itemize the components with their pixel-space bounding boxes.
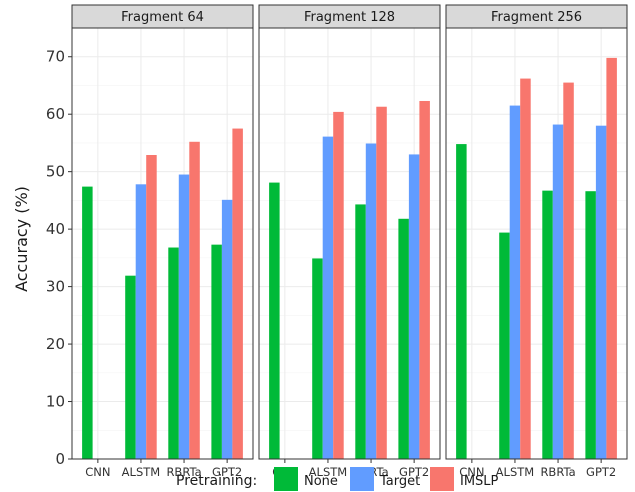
y-tick-label: 40	[46, 220, 65, 238]
bar-none	[398, 218, 409, 459]
x-tick-label: ALSTM	[496, 465, 535, 479]
legend-key-target	[350, 467, 374, 491]
y-axis: 0 10 20 30 40 50 60 70	[46, 48, 72, 468]
facet-panel: Fragment 64 CNN ALSTM RBRTa GPT2	[71, 4, 254, 479]
bar-none	[82, 186, 93, 459]
bar-imslp	[189, 141, 200, 459]
x-tick-label: RBRTa	[166, 465, 201, 479]
bar-target	[595, 125, 607, 460]
bar-none	[355, 204, 366, 459]
y-tick-label: 50	[46, 163, 65, 181]
facet-title: Fragment 256	[491, 10, 582, 25]
bar-none	[499, 232, 510, 459]
bar-imslp	[563, 82, 574, 460]
x-tick-label: RBRTa	[540, 465, 575, 479]
legend-label-none: None	[304, 474, 338, 489]
facet-panel: Fragment 128CNNALSTMRBRTaGPT2	[258, 4, 441, 479]
y-tick-label: 0	[55, 450, 65, 468]
panel-border	[258, 27, 441, 460]
x-tick-label: CNN	[459, 465, 484, 479]
bar-none	[542, 190, 553, 459]
bar-none	[168, 247, 179, 459]
bar-none	[312, 258, 323, 459]
bar-target	[221, 199, 233, 460]
y-tick-label: 60	[46, 105, 65, 123]
legend: Pretraining: None Target IMSLP	[176, 467, 499, 491]
legend-label-imslp: IMSLP	[460, 474, 499, 489]
bar-target	[178, 174, 190, 460]
y-tick-label: 10	[46, 393, 65, 411]
bar-none	[456, 144, 467, 459]
facet-title: Fragment 128	[304, 10, 395, 25]
x-tick-label: ALSTM	[122, 465, 161, 479]
legend-key-imslp	[430, 467, 454, 491]
y-axis-label: Accuracy (%)	[12, 186, 31, 292]
facet-title: Fragment 64	[121, 10, 204, 25]
legend-key-none	[274, 467, 298, 491]
bar-target	[365, 143, 377, 459]
bar-imslp	[146, 155, 157, 459]
bar-target	[552, 124, 564, 459]
bar-none	[269, 182, 280, 459]
x-tick-label: CNN	[85, 465, 110, 479]
panel-border	[71, 27, 254, 460]
bar-imslp	[419, 100, 430, 459]
bar-target	[322, 136, 334, 459]
bar-none	[211, 244, 222, 459]
panel-border	[445, 27, 628, 460]
bar-imslp	[520, 78, 531, 459]
legend-title: Pretraining:	[176, 473, 257, 489]
bar-target	[509, 105, 521, 459]
bar-none	[585, 191, 596, 460]
bar-imslp	[232, 128, 243, 460]
y-tick-label: 70	[46, 48, 65, 66]
legend-label-target: Target	[379, 474, 420, 489]
x-tick-label: GPT2	[212, 465, 242, 479]
facet-panel: Fragment 256 CNN ALSTM RBRTa GPT2	[445, 4, 628, 479]
y-tick-label: 20	[46, 335, 65, 353]
bar-imslp	[333, 111, 344, 459]
x-tick-label: ALSTM	[309, 465, 348, 479]
bar-target	[408, 154, 420, 459]
x-tick-label: GPT2	[586, 465, 616, 479]
bar-none	[125, 275, 136, 459]
bar-imslp	[376, 106, 387, 459]
y-tick-label: 30	[46, 278, 65, 296]
bar-imslp	[606, 57, 617, 460]
bar-target	[135, 184, 147, 459]
x-tick-label: GPT2	[399, 465, 429, 479]
